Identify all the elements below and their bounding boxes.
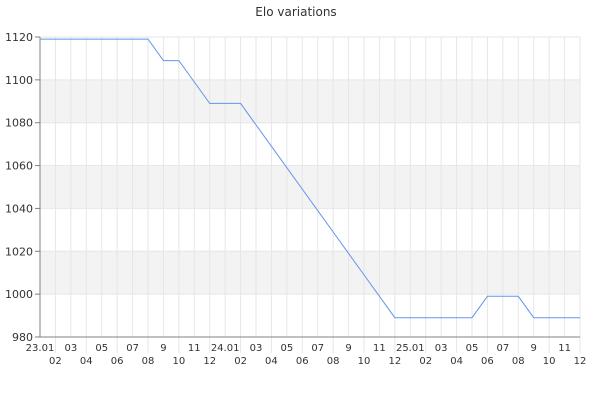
x-tick-label: 07	[311, 343, 324, 354]
x-tick-label: 11	[558, 343, 571, 354]
x-tick-label: 06	[481, 356, 494, 367]
y-tick-label: 1120	[5, 31, 33, 44]
x-tick-label: 12	[203, 356, 216, 367]
grid-band	[40, 251, 580, 294]
x-tick-label: 24.01	[211, 343, 240, 354]
chart-title: Elo variations	[255, 5, 336, 19]
x-tick-label: 9	[345, 343, 351, 354]
grid-bands	[40, 80, 580, 294]
x-tick-label: 05	[280, 343, 293, 354]
x-tick-label: 05	[95, 343, 108, 354]
y-tick-label: 1060	[5, 160, 33, 173]
x-tick-label: 12	[574, 356, 587, 367]
x-tick-label: 08	[512, 356, 525, 367]
y-tick-label: 1080	[5, 117, 33, 130]
x-tick-label: 02	[419, 356, 432, 367]
x-tick-label: 08	[142, 356, 155, 367]
x-tick-label: 04	[450, 356, 463, 367]
x-tick-label: 02	[49, 356, 62, 367]
x-tick-label: 04	[80, 356, 93, 367]
x-tick-label: 10	[358, 356, 371, 367]
y-tick-label: 1100	[5, 74, 33, 87]
x-tick-label: 03	[64, 343, 77, 354]
grid-band	[40, 80, 580, 123]
x-tick-label: 02	[234, 356, 247, 367]
x-tick-label: 10	[172, 356, 185, 367]
y-tick-label: 1020	[5, 245, 33, 258]
x-tick-label: 08	[327, 356, 340, 367]
x-tick-label: 11	[188, 343, 201, 354]
x-tick-label: 05	[466, 343, 479, 354]
y-tick-label: 1000	[5, 288, 33, 301]
x-tick-label: 9	[160, 343, 166, 354]
x-tick-label: 23.01	[26, 343, 55, 354]
x-tick-label: 12	[388, 356, 401, 367]
y-tick-label: 1040	[5, 202, 33, 215]
grid-band	[40, 166, 580, 209]
x-tick-label: 06	[296, 356, 309, 367]
x-tick-label: 11	[373, 343, 386, 354]
x-tick-label: 07	[496, 343, 509, 354]
x-tick-label: 07	[126, 343, 139, 354]
x-tick-label: 03	[250, 343, 263, 354]
x-axis-ticks: 23.0102030405060708910111224.01020304050…	[26, 337, 587, 367]
x-tick-label: 06	[111, 356, 124, 367]
x-tick-label: 04	[265, 356, 278, 367]
x-tick-label: 10	[543, 356, 556, 367]
x-tick-label: 03	[435, 343, 448, 354]
x-tick-label: 25.01	[396, 343, 425, 354]
x-tick-label: 9	[531, 343, 537, 354]
